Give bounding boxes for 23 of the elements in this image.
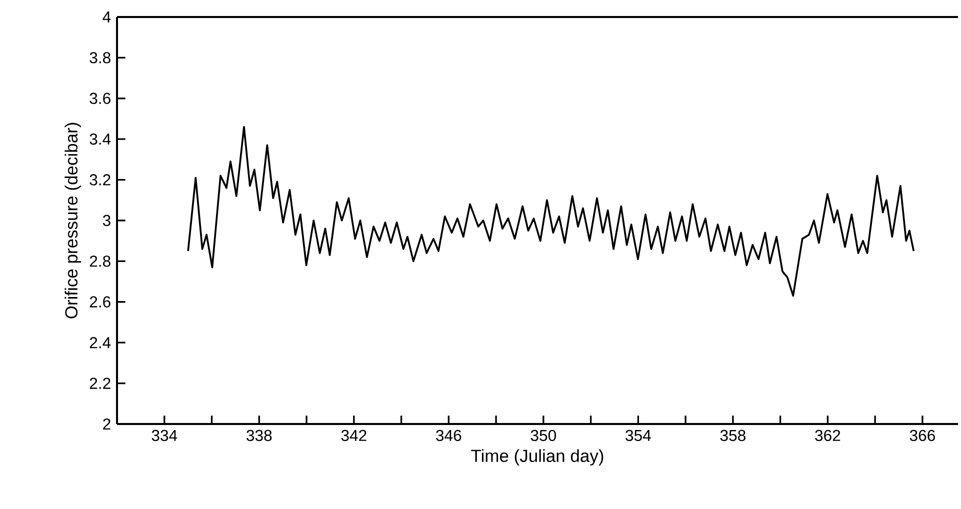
x-tick-label: 362 <box>815 430 840 442</box>
y-tick-label: 4 <box>102 12 111 22</box>
x-tick-label: 334 <box>152 430 178 442</box>
x-tick-label: 358 <box>720 430 746 442</box>
y-tick-label: 3.4 <box>90 133 111 145</box>
y-tick-label: 2.2 <box>90 378 110 389</box>
y-tick-label: 2.8 <box>90 256 110 267</box>
y-tick-label: 3.6 <box>90 92 110 104</box>
x-tick-label: 342 <box>341 430 366 442</box>
line-series <box>187 126 915 297</box>
y-tick-label: 2.4 <box>90 337 111 348</box>
x-tick-label: 338 <box>246 430 272 442</box>
y-tick-label: 3 <box>102 214 110 226</box>
x-tick-label: 354 <box>626 430 651 442</box>
y-tick-label: 3.8 <box>90 52 110 64</box>
x-tick-label: 366 <box>910 430 935 442</box>
y-tick-label: 2.6 <box>90 296 110 308</box>
y-tick-label: 2 <box>103 418 110 430</box>
x-tick-label: 346 <box>436 430 462 442</box>
x-tick-label: 350 <box>530 430 556 442</box>
y-axis-title: Orifice pressure (decibar) <box>64 122 81 318</box>
x-axis-title: Time (Julian day) <box>471 449 604 466</box>
y-tick-label: 3.2 <box>90 174 110 186</box>
